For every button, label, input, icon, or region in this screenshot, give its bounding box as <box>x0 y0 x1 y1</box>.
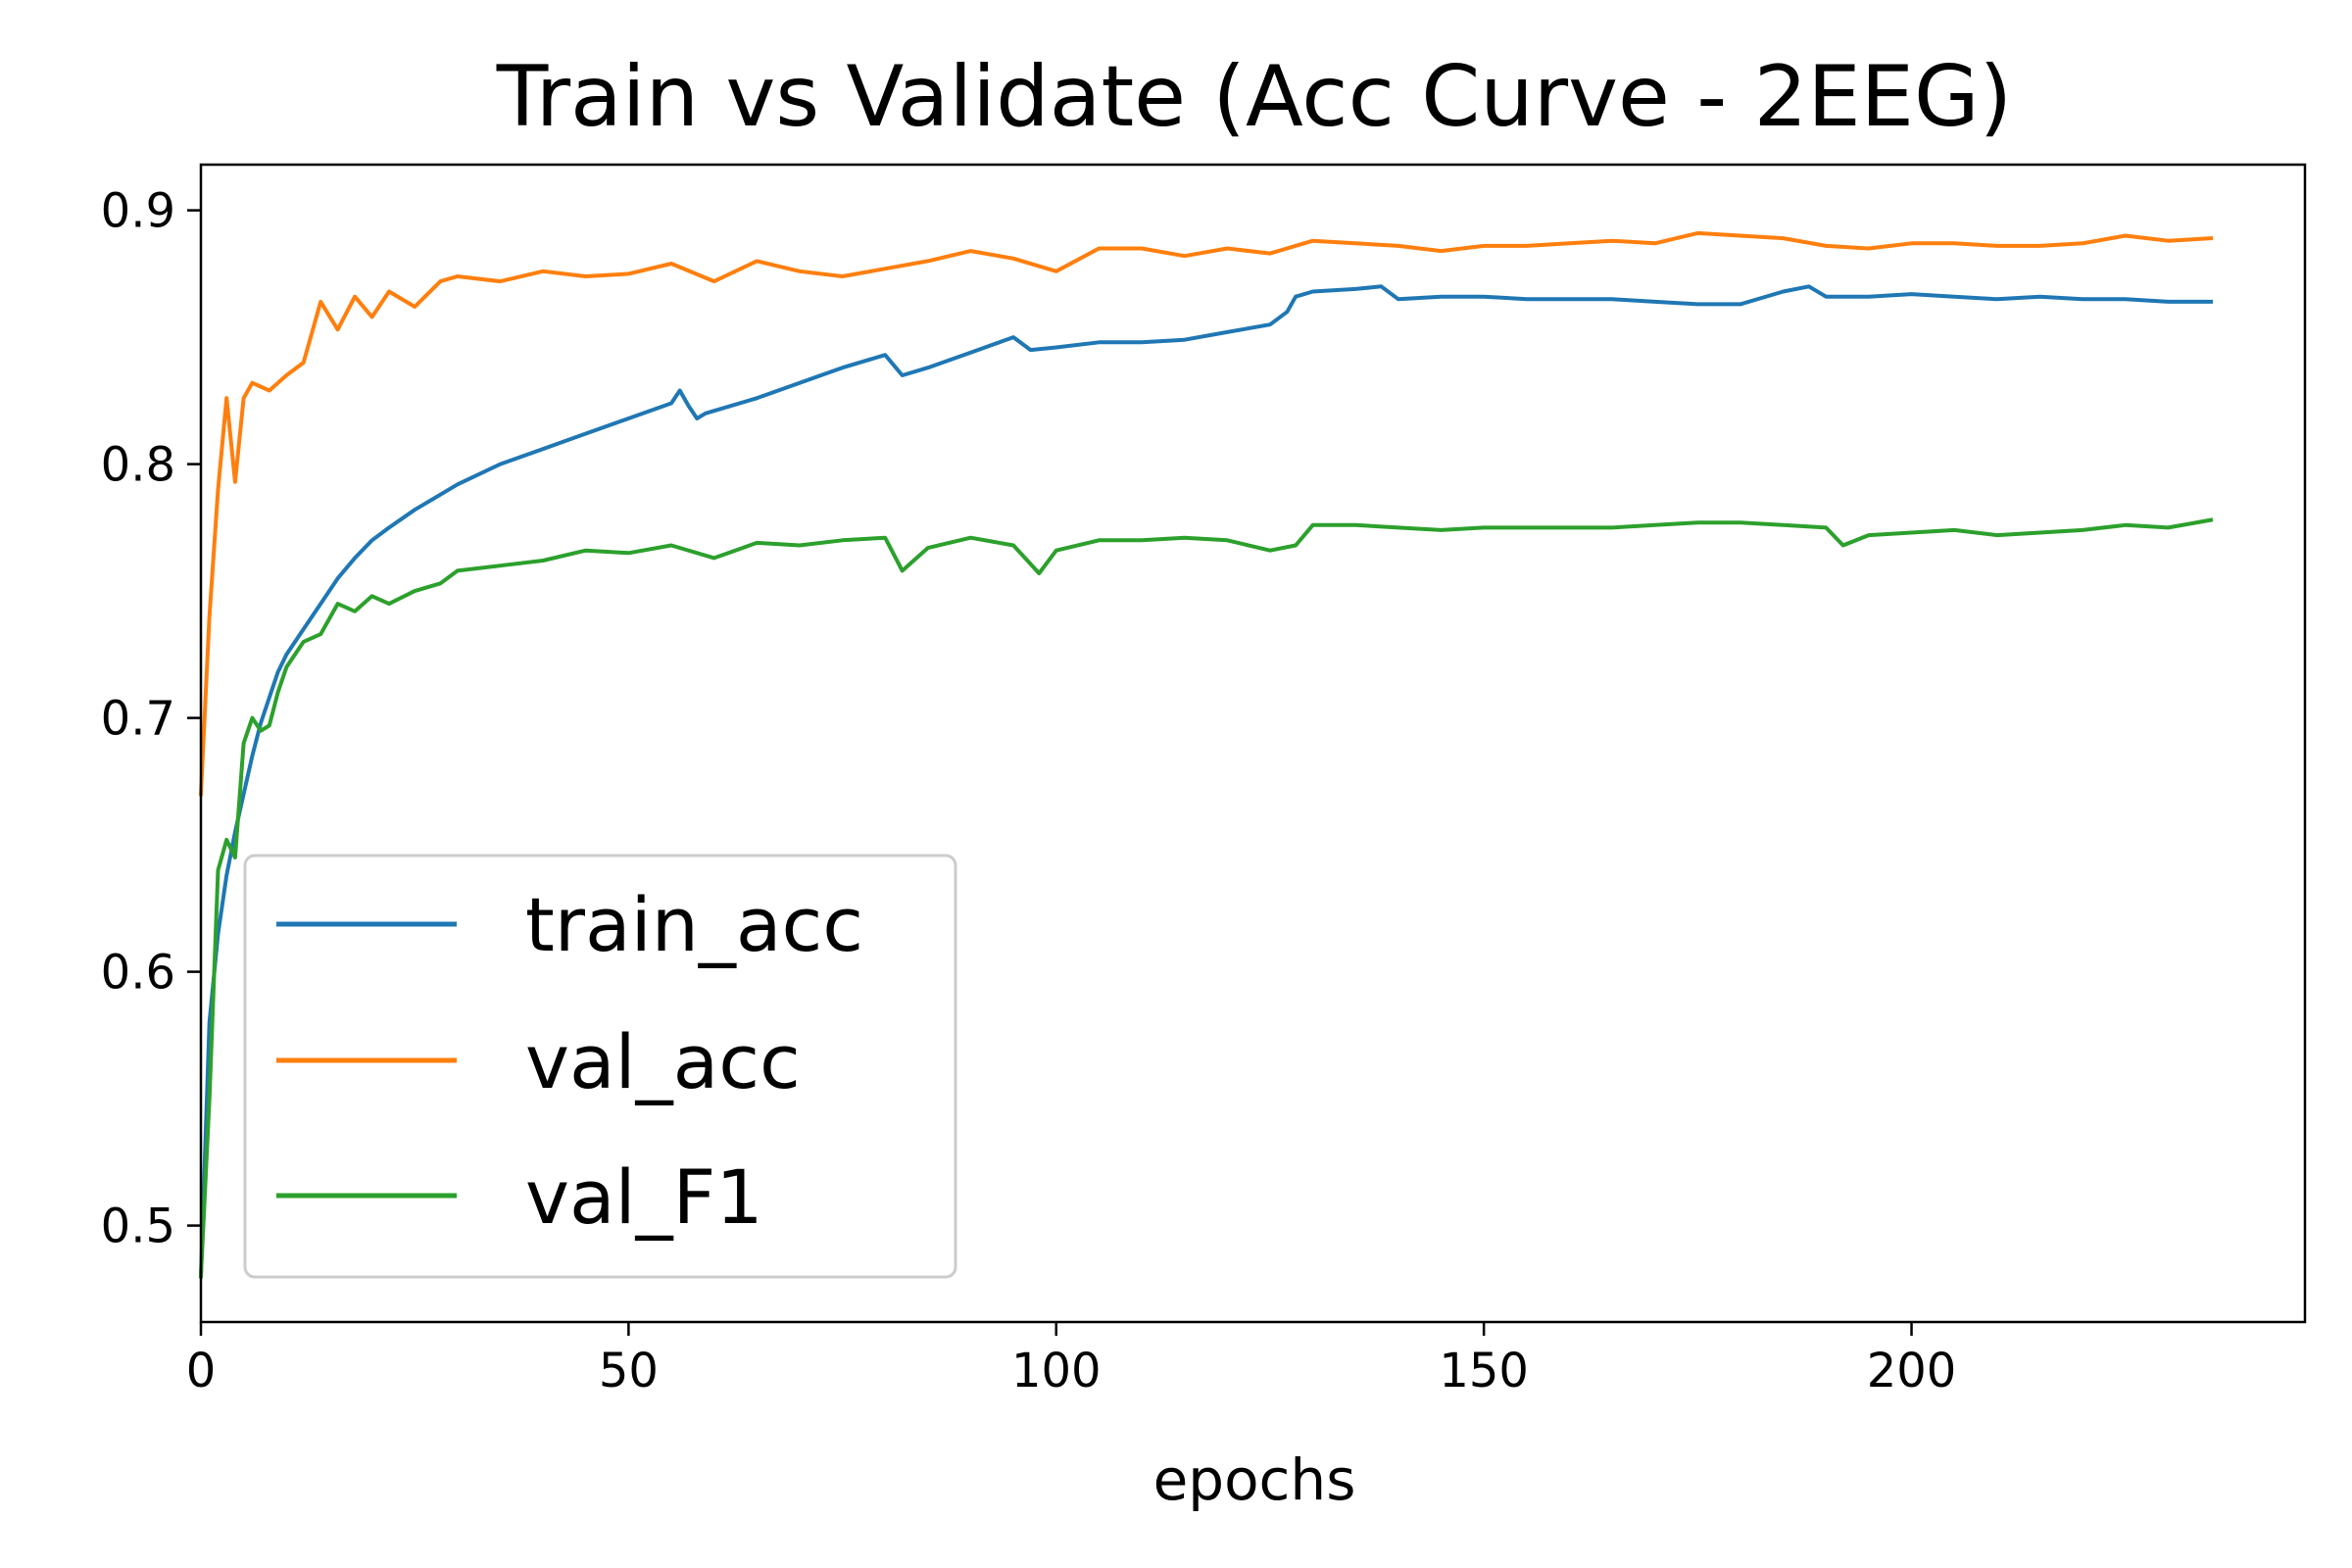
legend-box <box>243 854 957 1279</box>
y-tick-label: 0.6 <box>101 946 175 1001</box>
x-axis-label: epochs <box>1153 1446 1356 1513</box>
y-tick-label: 0.8 <box>101 438 175 493</box>
x-tick-label: 0 <box>186 1344 217 1398</box>
x-tick-label: 100 <box>1011 1344 1102 1398</box>
series-line-val-f1 <box>198 517 2214 1279</box>
legend-label-val-f1: val_F1 <box>525 1153 763 1241</box>
plot-lines <box>198 230 2214 1279</box>
legend-label-val-acc: val_acc <box>525 1018 801 1105</box>
x-axis-ticks: 0 50 100 150 200 <box>186 1322 1957 1398</box>
y-tick-label: 0.7 <box>101 692 175 747</box>
chart-title: Train vs Validate (Acc Curve - 2EEG) <box>496 48 2012 146</box>
series-line-train-acc <box>198 284 2213 1279</box>
y-axis-ticks: 0.5 0.6 0.7 0.8 0.9 <box>101 184 201 1254</box>
x-tick-label: 150 <box>1439 1344 1529 1398</box>
x-tick-label: 200 <box>1867 1344 1957 1398</box>
legend-label-train-acc: train_acc <box>525 881 863 968</box>
plot-frame <box>199 163 2307 1324</box>
y-tick-label: 0.5 <box>101 1200 175 1254</box>
series-line-val-acc <box>198 230 2214 797</box>
y-tick-label: 0.9 <box>101 184 175 239</box>
legend: train_acc val_acc val_F1 <box>243 854 957 1279</box>
x-tick-label: 50 <box>599 1344 659 1398</box>
